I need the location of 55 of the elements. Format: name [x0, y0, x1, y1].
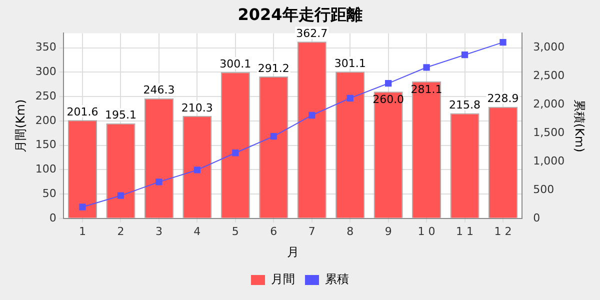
point: [308, 112, 316, 119]
x-tick-label: 1 2: [494, 224, 512, 238]
x-tick-label: 1: [79, 224, 86, 238]
data-label: 362.7: [296, 26, 328, 40]
legend-label: 累積: [325, 272, 349, 286]
x-axis-title: 月: [286, 244, 299, 259]
y2-tick-label: 500: [533, 182, 554, 196]
y-tick-label: 150: [35, 138, 56, 152]
y2-tick-label: 1,000: [533, 154, 565, 168]
data-label: 246.3: [143, 84, 175, 97]
point: [117, 192, 124, 199]
x-tick-label: 1 0: [418, 224, 436, 238]
legend-label: 月間: [271, 272, 295, 286]
data-label: 300.1: [220, 58, 252, 70]
data-label: 301.1: [334, 57, 366, 70]
y-tick-label: 200: [35, 114, 56, 127]
y2-tick-label: 3,000: [533, 40, 565, 54]
data-label: 201.6: [66, 106, 98, 119]
point: [384, 80, 392, 87]
x-tick-label: 8: [346, 224, 354, 238]
point: [156, 178, 162, 186]
x-tick-label: 9: [384, 224, 392, 238]
chart-title: 2024年走行距離: [238, 4, 362, 24]
data-label: 215.8: [449, 98, 481, 112]
y2-tick-label: 2,500: [533, 68, 565, 82]
x-tick-label: 2: [117, 224, 124, 238]
y-tick-label: 350: [35, 40, 56, 54]
data-label: 228.9: [487, 92, 519, 106]
x-tick-label: 3: [155, 224, 162, 238]
y-axis-title: 月間(Km): [13, 99, 28, 152]
x-tick-label: 4: [194, 224, 201, 238]
y-tick-label: 250: [35, 89, 56, 102]
point: [232, 150, 239, 156]
x-tick-label: 5: [232, 224, 239, 238]
point: [79, 204, 86, 210]
y-tick-label: 0: [49, 211, 56, 224]
data-label: 210.3: [181, 101, 213, 114]
x-tick-label: 1 1: [456, 224, 474, 238]
y-tick-label: 50: [42, 186, 56, 200]
x-tick-label: 6: [270, 224, 278, 238]
point: [461, 52, 468, 58]
y2-tick-label: 0: [533, 211, 540, 224]
y-tick-label: 100: [35, 162, 56, 176]
y-tick-label: 300: [35, 65, 56, 78]
point: [194, 166, 201, 174]
y2-tick-label: 1,500: [533, 126, 565, 139]
point: [270, 133, 277, 140]
point: [500, 38, 506, 46]
y2-tick-label: 2,000: [533, 97, 565, 110]
x-tick-label: 7: [308, 224, 316, 238]
data-label: 195.1: [104, 108, 136, 122]
data-label: 291.2: [258, 62, 290, 75]
point: [346, 94, 354, 102]
point: [423, 64, 430, 71]
y2-axis-title: 累積(Km): [572, 99, 587, 152]
